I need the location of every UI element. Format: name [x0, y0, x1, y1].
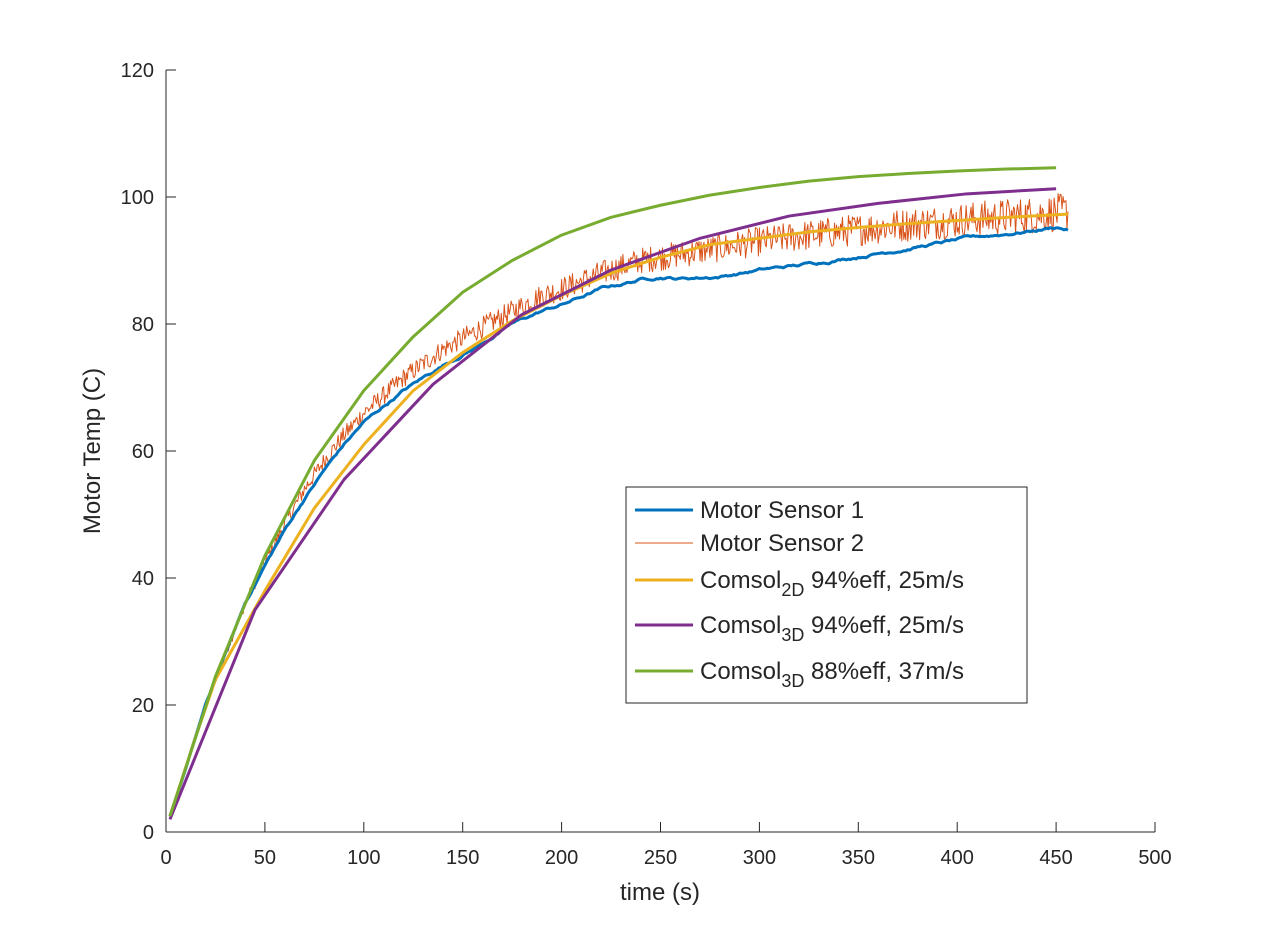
y-tick-label: 100: [121, 187, 154, 209]
y-tick-label: 0: [143, 822, 154, 844]
tick-layer: 0 50 100 150 200 250 300 350 400 450 500 0 20 40 60 80 1…: [121, 60, 1172, 869]
x-tick-label: 200: [545, 847, 578, 869]
y-tick-label: 40: [132, 568, 154, 590]
y-tick-label: 80: [132, 314, 154, 336]
legend: Motor Sensor 1 Motor Sensor 2 Comsol2D 94%…: [625, 486, 1028, 704]
x-tick-label: 350: [842, 847, 875, 869]
x-tick-label: 300: [743, 847, 776, 869]
series-line: [168, 187, 1057, 820]
y-tick-label: 60: [132, 441, 154, 463]
series-line: [168, 166, 1057, 817]
legend-label: Comsol2D 94%eff, 25m/s: [700, 567, 964, 600]
plot-background: [166, 70, 1155, 832]
x-tick-label: 150: [446, 847, 479, 869]
x-axis-label: time (s): [620, 879, 700, 906]
series-line: [168, 226, 1069, 817]
legend-label: Comsol3D 94%eff, 25m/s: [700, 612, 964, 645]
x-tick-label: 250: [644, 847, 677, 869]
x-tick-label: 100: [347, 847, 380, 869]
y-tick-label: 20: [132, 695, 154, 717]
x-tick-label: 0: [160, 847, 171, 869]
series-line: [168, 212, 1069, 817]
y-axis-label: Motor Temp (C): [79, 368, 106, 534]
y-tick-label: 120: [121, 60, 154, 82]
x-tick-label: 50: [254, 847, 276, 869]
legend-box: [625, 486, 1028, 704]
x-tick-label: 450: [1039, 847, 1072, 869]
x-tick-label: 400: [941, 847, 974, 869]
x-tick-label: 500: [1138, 847, 1171, 869]
legend-label: Comsol3D 88%eff, 37m/s: [700, 658, 964, 691]
legend-label: Motor Sensor 1: [700, 497, 864, 524]
series-layer: [168, 166, 1069, 820]
legend-label: Motor Sensor 2: [700, 530, 864, 557]
